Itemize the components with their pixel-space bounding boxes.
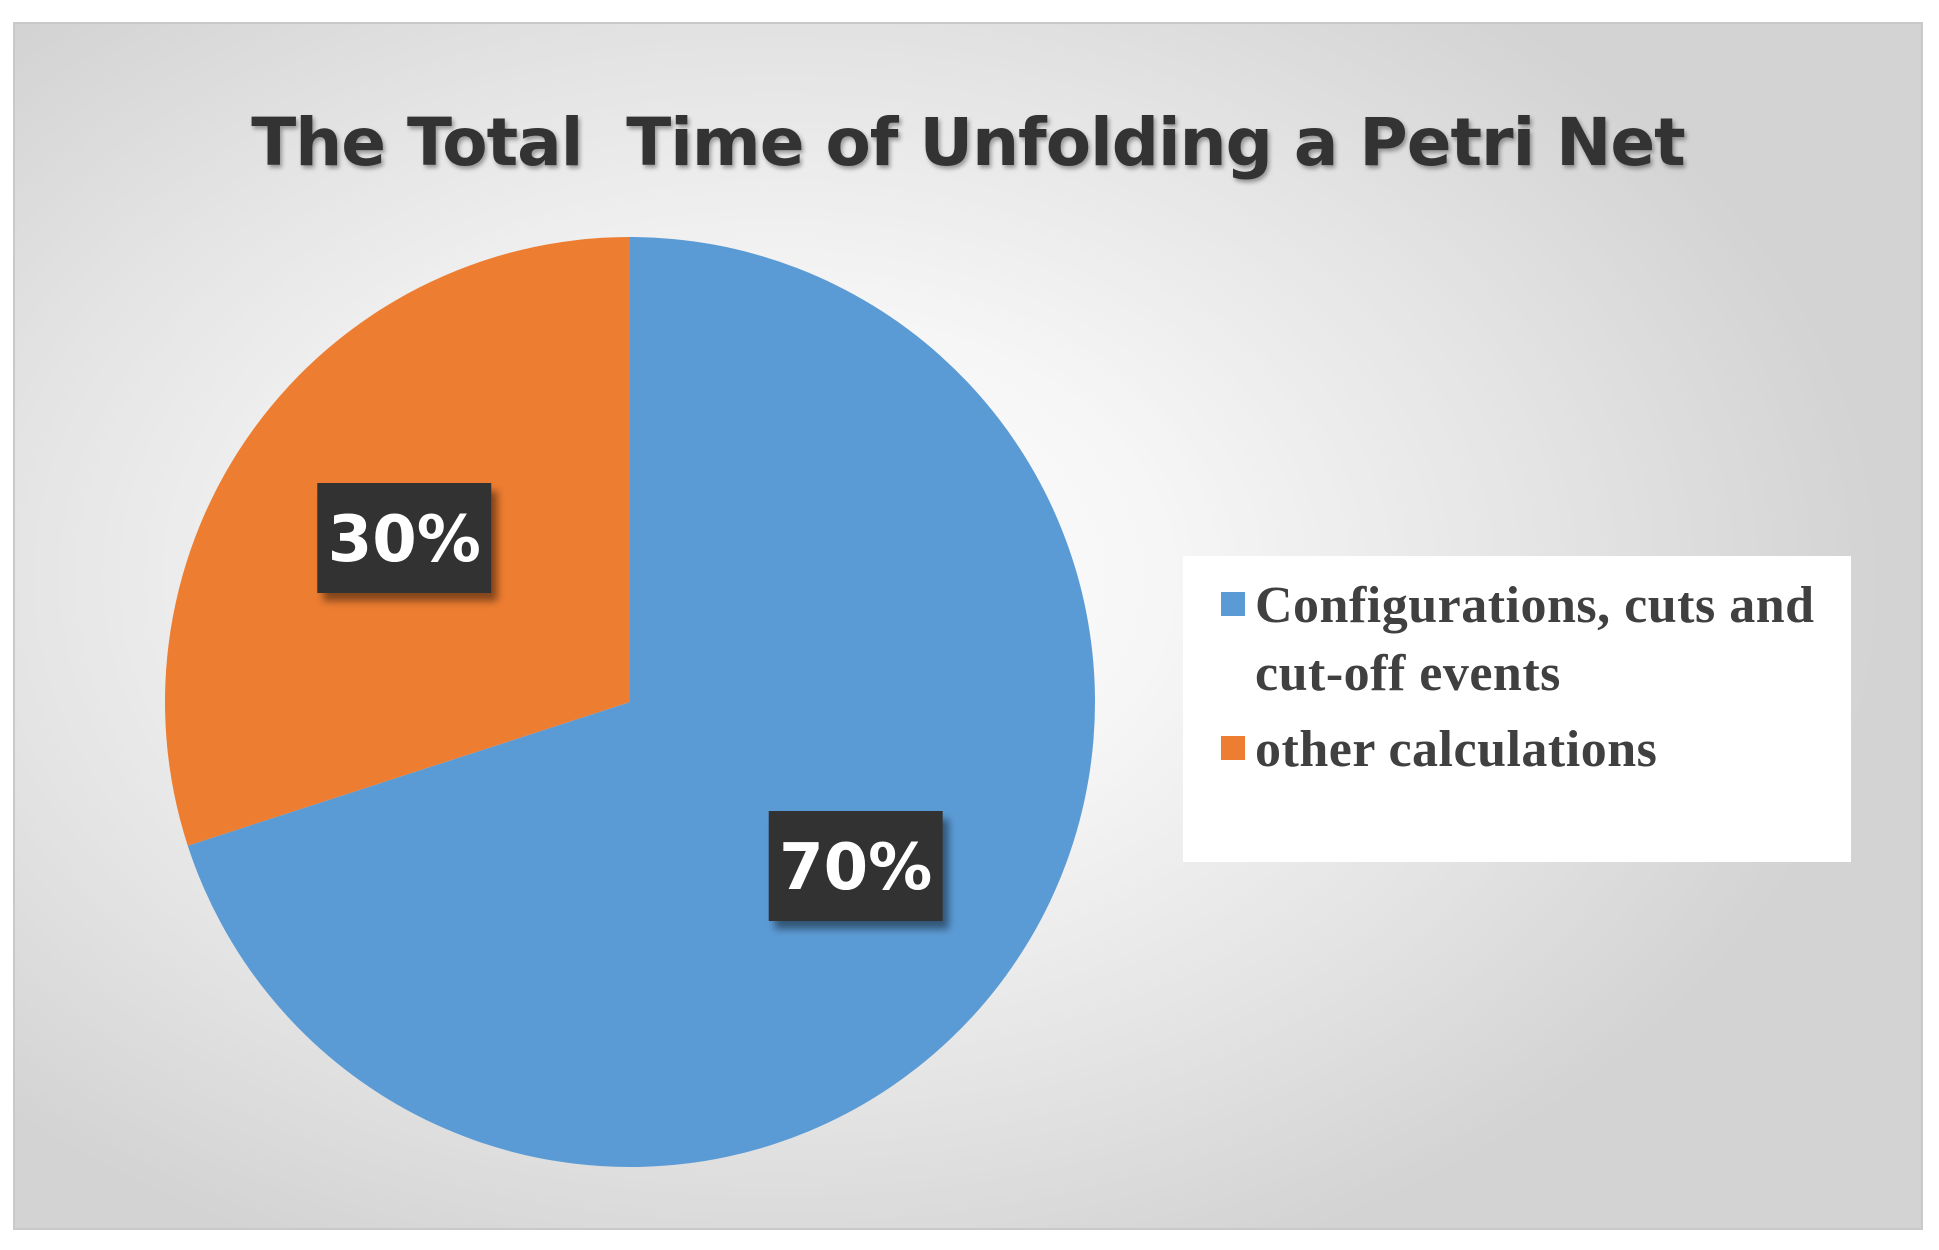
data-label-background xyxy=(317,483,492,594)
data-label-configurations: 70% xyxy=(768,810,943,921)
legend-label-other-calculations: other calculations xyxy=(1255,721,1658,778)
legend-item-other-calculations: other calculations xyxy=(1221,716,1851,784)
legend-item-configurations: Configurations, cuts and cut-off events xyxy=(1221,572,1851,708)
data-label-text: 30% xyxy=(328,503,481,577)
legend-swatch-configurations xyxy=(1221,592,1245,616)
chart-title: The Total Time of Unfolding a Petri Net xyxy=(251,104,1685,181)
data-label-text: 70% xyxy=(779,831,932,905)
legend-swatch-other-calculations xyxy=(1221,736,1245,760)
data-label-other-calculations: 30% xyxy=(317,483,492,594)
legend-label-configurations: Configurations, cuts and cut-off events xyxy=(1255,577,1815,702)
pie-slice-configurations xyxy=(187,237,1095,1167)
chart-area: The Total Time of Unfolding a Petri Net … xyxy=(13,22,1923,1230)
pie-chart: 70% 30% xyxy=(164,237,1095,1167)
chart-legend: Configurations, cuts and cut-off events … xyxy=(1183,556,1851,862)
data-label-background xyxy=(768,810,943,921)
